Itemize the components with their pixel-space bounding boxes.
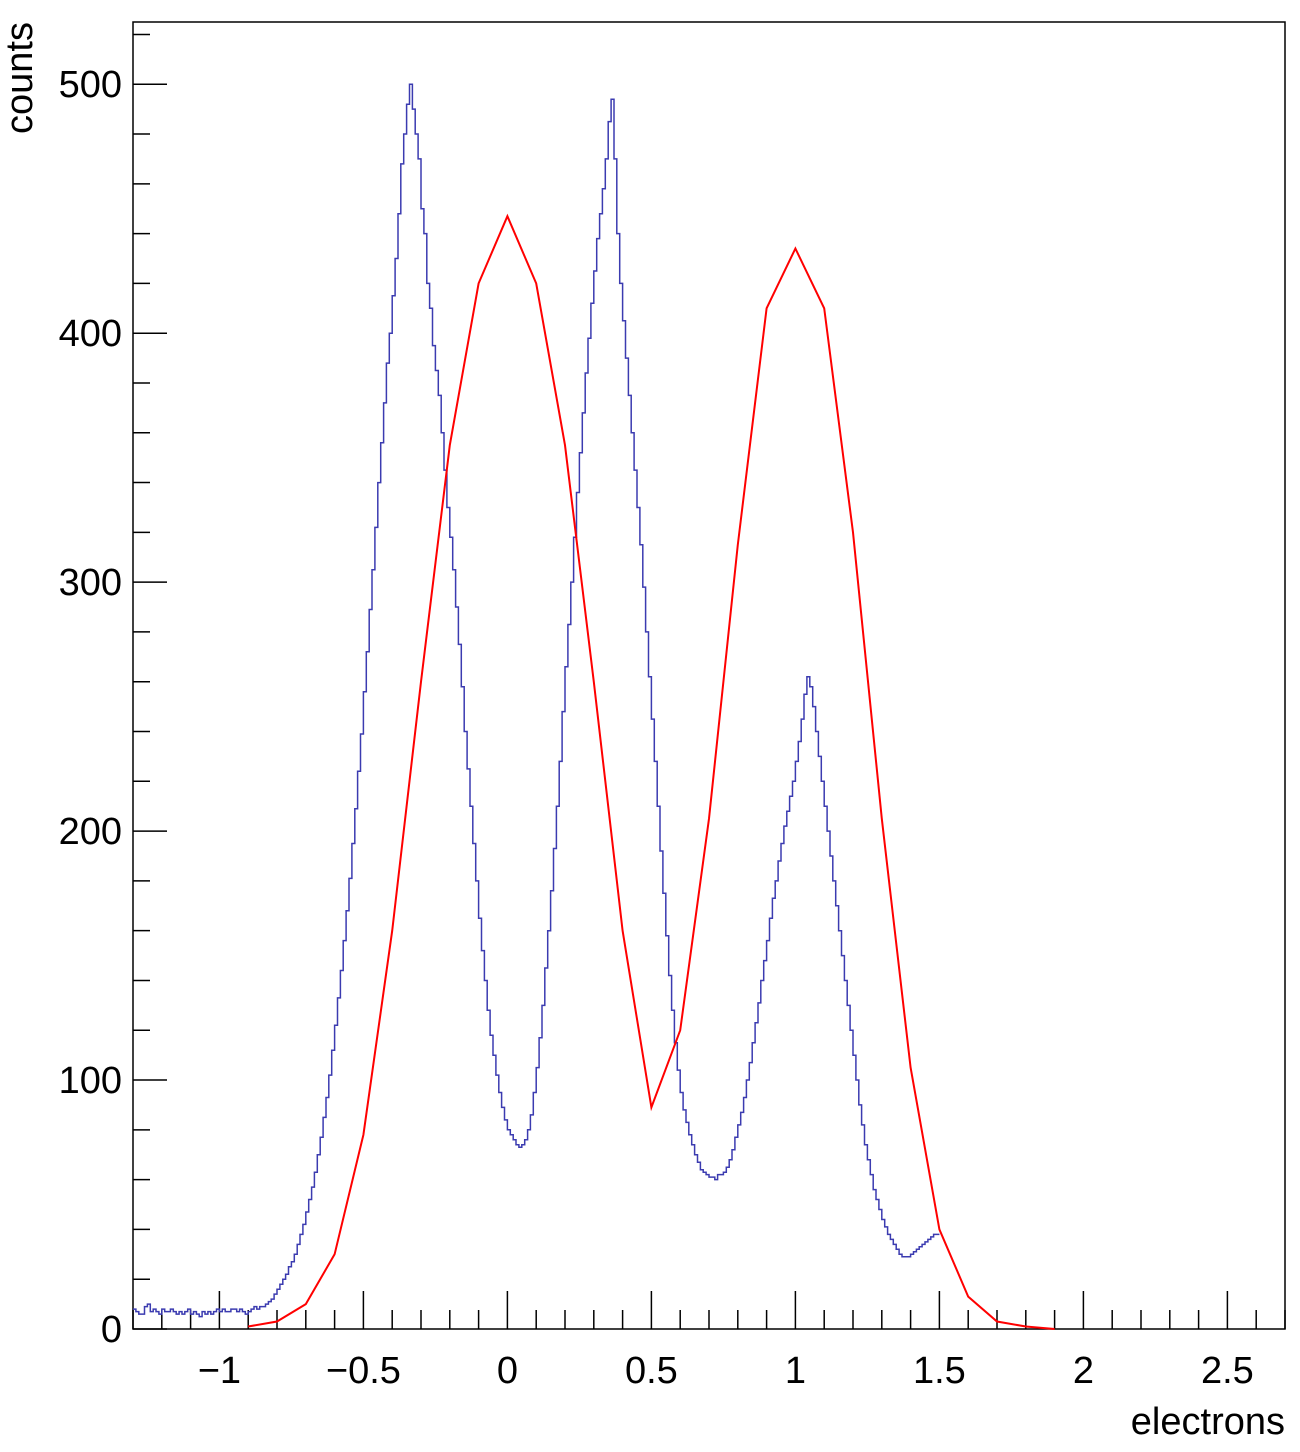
histogram-series: [133, 83, 940, 1318]
y-tick-label: 200: [59, 811, 122, 853]
y-tick-label: 500: [59, 64, 122, 106]
x-tick-label: 1.5: [913, 1350, 966, 1392]
x-axis-tick-labels: −1 −0.5 0 0.5 1 1.5 2 2.5: [198, 1350, 1254, 1392]
x-tick-label: −0.5: [326, 1350, 401, 1392]
fit-curve-series: [248, 213, 1055, 1330]
y-axis-ticks: [133, 33, 167, 1330]
x-tick-label: 2.5: [1201, 1350, 1254, 1392]
x-tick-label: 0: [497, 1350, 518, 1392]
x-axis-ticks: [132, 1291, 1286, 1329]
plot-frame: [132, 21, 1286, 1330]
y-tick-label: 100: [59, 1060, 122, 1102]
x-tick-label: −1: [198, 1350, 241, 1392]
x-tick-label: 1: [785, 1350, 806, 1392]
y-axis-tick-labels: 0 100 200 300 400 500: [59, 64, 122, 1351]
x-tick-label: 0.5: [625, 1350, 678, 1392]
y-tick-label: 400: [59, 313, 122, 355]
y-tick-label: 300: [59, 562, 122, 604]
y-axis-title: counts: [0, 22, 41, 134]
x-axis-title: electrons: [1131, 1401, 1285, 1443]
y-tick-label: 0: [101, 1309, 122, 1351]
x-tick-label: 2: [1073, 1350, 1094, 1392]
